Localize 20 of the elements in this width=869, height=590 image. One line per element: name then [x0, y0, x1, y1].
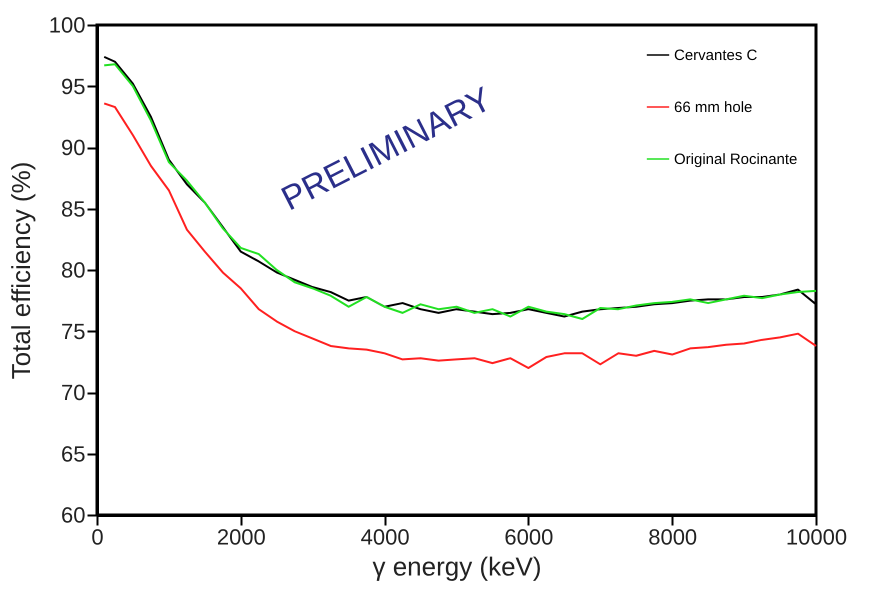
- y-tick-label: 80: [61, 258, 86, 282]
- legend-label: Cervantes C: [674, 47, 758, 64]
- legend-label: Original Rocinante: [674, 151, 798, 168]
- y-tick-label: 90: [61, 135, 86, 160]
- y-axis-title: Total efficiency (%): [6, 162, 36, 380]
- x-tick-label: 0: [91, 524, 104, 550]
- y-tick-label: 70: [61, 380, 86, 405]
- y-tick-label: 75: [61, 318, 86, 344]
- x-axis-title: γ energy (keV): [372, 552, 542, 582]
- legend-label: 66 mm hole: [674, 99, 752, 116]
- x-tick-label: 6000: [504, 524, 554, 550]
- x-tick-label: 2000: [216, 524, 266, 550]
- y-tick-label: 65: [61, 441, 86, 466]
- y-tick-label: 60: [61, 502, 86, 528]
- y-tick-label: 85: [61, 196, 86, 222]
- y-tick-label: 100: [48, 12, 86, 38]
- x-tick-label: 4000: [360, 524, 410, 550]
- x-tick-label: 10000: [786, 524, 848, 550]
- x-tick-label: 8000: [648, 524, 698, 550]
- y-tick-label: 95: [61, 74, 86, 99]
